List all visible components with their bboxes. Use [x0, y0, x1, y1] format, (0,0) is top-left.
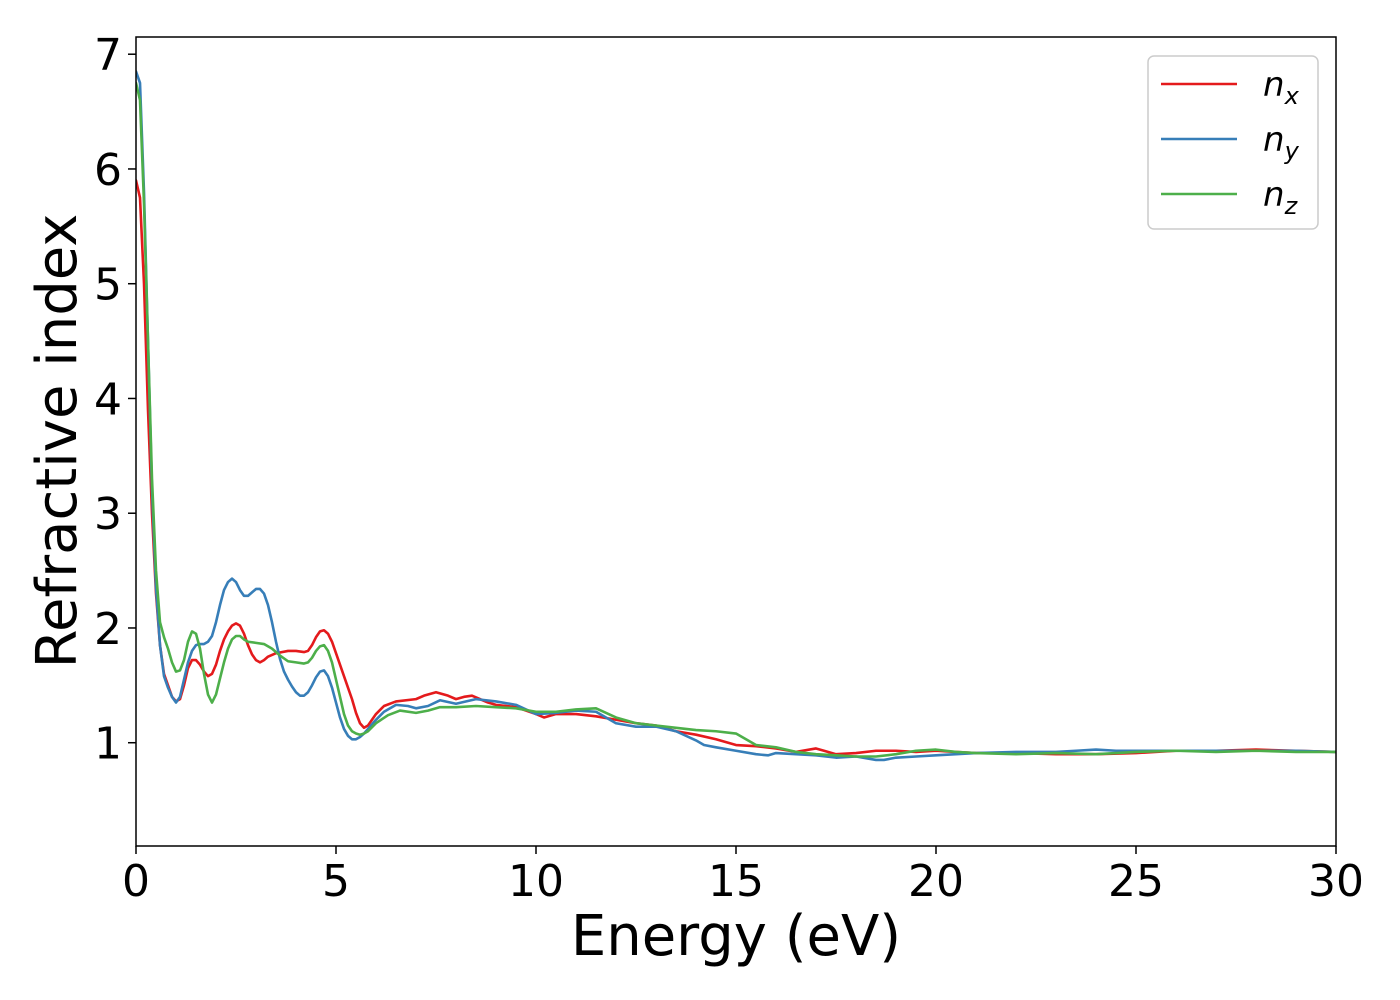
- x-axis-title: Energy (eV): [571, 904, 901, 969]
- legend: nx ny nz: [1147, 55, 1319, 230]
- y-tick-label: 2: [94, 604, 122, 655]
- x-tick-label: 15: [708, 856, 764, 907]
- x-tick-label: 20: [908, 856, 964, 907]
- legend-label-z: nz: [1263, 175, 1299, 220]
- y-tick-label: 1: [94, 719, 122, 770]
- x-tick-label: 5: [322, 856, 350, 907]
- x-tick-label: 30: [1308, 856, 1364, 907]
- y-tick-label: 6: [94, 145, 122, 196]
- series-line-z: [136, 81, 1336, 758]
- x-axis: 0 5 10 15 20 25 30: [122, 846, 1364, 907]
- legend-box: [1147, 55, 1319, 230]
- legend-label-x: nx: [1263, 65, 1300, 110]
- series-group: [136, 70, 1336, 762]
- y-tick-label: 7: [94, 30, 122, 81]
- y-axis: 1 2 3 4 5 6 7: [94, 30, 136, 770]
- y-axis-title: Refractive index: [25, 214, 90, 669]
- y-tick-label: 4: [94, 374, 122, 425]
- x-tick-label: 25: [1108, 856, 1164, 907]
- x-tick-label: 10: [508, 856, 564, 907]
- legend-label-y: ny: [1263, 120, 1300, 165]
- y-tick-label: 5: [94, 260, 122, 311]
- x-tick-label: 0: [122, 856, 150, 907]
- plot-area: [136, 37, 1336, 846]
- y-tick-label: 3: [94, 489, 122, 540]
